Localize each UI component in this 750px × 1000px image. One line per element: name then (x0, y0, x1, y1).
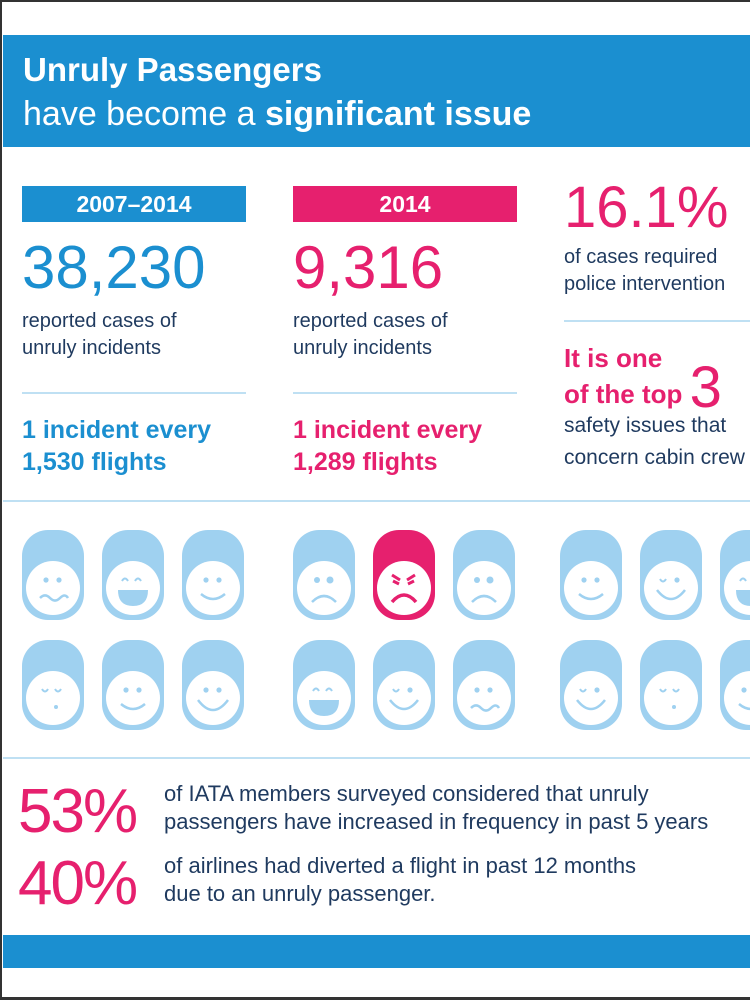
period-tag: 2007–2014 (22, 186, 246, 222)
face-angry-icon (373, 530, 435, 620)
divider (293, 392, 517, 394)
cases-number: 38,230 (22, 234, 206, 301)
face-laugh-icon (720, 530, 750, 620)
top-text-2: of the top (564, 379, 683, 409)
header-banner: Unruly Passengers have become a signific… (3, 35, 750, 147)
incident-rate: 1,530 flights (22, 448, 167, 476)
top-text: of the top 3 (564, 359, 750, 417)
desc: reported cases of (293, 310, 448, 332)
footer-bar (3, 935, 750, 968)
stat-percent: 40% (18, 849, 138, 918)
face-smile-icon (560, 530, 622, 620)
desc: concern cabin crew (564, 446, 745, 469)
divider (22, 392, 246, 394)
top-text: It is one (564, 343, 663, 373)
desc: police intervention (564, 273, 726, 295)
subtitle-text: have become a (23, 95, 265, 133)
title: Unruly Passengers (23, 51, 322, 88)
face-laugh-icon (102, 530, 164, 620)
divider (564, 320, 750, 322)
stat-text: of IATA members surveyed considered that… (164, 781, 649, 806)
face-wavy-icon (453, 640, 515, 730)
incident-rate: 1 incident every (22, 416, 211, 444)
stat-column-police: 16.1% of cases required police interventi… (564, 176, 750, 474)
stat-percent: 53% (18, 777, 138, 846)
top-number: 3 (689, 355, 722, 420)
face-frown-icon (453, 530, 515, 620)
face-winksmile-icon (560, 640, 622, 730)
desc: of cases required (564, 246, 718, 268)
face-frown-icon (293, 530, 355, 620)
face-sleepy-icon (22, 640, 84, 730)
face-laugh-icon (293, 640, 355, 730)
cases-number: 9,316 (293, 234, 444, 301)
face-sleepy-icon (640, 640, 702, 730)
stat-text: passengers have increased in frequency i… (164, 809, 709, 834)
divider (3, 757, 750, 759)
desc: safety issues that (564, 414, 727, 437)
face-bigsmile-icon (182, 640, 244, 730)
stat-column-2007-2014: 2007–2014 38,230 reported cases of unruly… (22, 186, 246, 478)
subtitle-bold: significant issue (264, 95, 532, 133)
stat-column-2014: 2014 9,316 reported cases of unruly incid… (293, 186, 517, 478)
face-smile-icon (102, 640, 164, 730)
face-smile-icon (182, 530, 244, 620)
desc: unruly incidents (293, 337, 432, 359)
stat-text: of airlines had diverted a flight in pas… (164, 853, 637, 878)
incident-rate: 1,289 flights (293, 448, 438, 476)
divider (3, 500, 750, 502)
desc: reported cases of (22, 310, 177, 332)
face-smile-icon (720, 640, 750, 730)
incident-rate: 1 incident every (293, 416, 482, 444)
face-wavy-icon (22, 530, 84, 620)
police-percent: 16.1% (564, 175, 729, 240)
face-winksmile-icon (640, 530, 702, 620)
subtitle: have become a significant issue (23, 95, 531, 134)
stat-text: due to an unruly passenger. (164, 881, 436, 906)
face-winksmile-icon (373, 640, 435, 730)
period-tag: 2014 (293, 186, 517, 222)
desc: unruly incidents (22, 337, 161, 359)
